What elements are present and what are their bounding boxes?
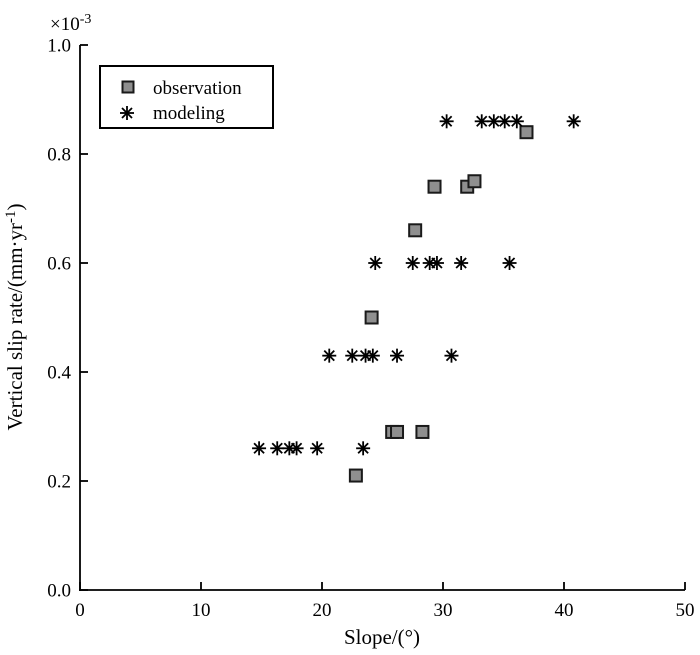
legend: observation modeling xyxy=(99,65,274,129)
legend-item-label: observation xyxy=(153,78,242,99)
ticks-layer: 0 10 20 30 40 50 0.0 0.2 0.4 0.6 0.8 1.0 xyxy=(47,36,694,622)
data-points-layer xyxy=(252,114,581,483)
data-point-modeling xyxy=(390,348,405,363)
legend-box xyxy=(99,65,274,129)
data-point-observation xyxy=(427,179,442,194)
data-point-modeling xyxy=(345,348,360,363)
legend-item-observation: observation xyxy=(121,78,242,99)
legend-item-label: modeling xyxy=(153,103,225,124)
data-point-modeling xyxy=(454,256,469,270)
asterisk-icon xyxy=(120,106,134,120)
data-point-modeling xyxy=(365,348,380,363)
data-point-modeling xyxy=(405,256,420,270)
square-marker-icon xyxy=(121,80,135,94)
data-point-modeling xyxy=(502,256,517,270)
x-tick-label: 20 xyxy=(313,600,332,621)
y-axis-label: Vertical slip rate/(mm·yr-1) xyxy=(3,203,27,430)
legend-item-modeling: modeling xyxy=(120,103,225,124)
x-tick-label: 40 xyxy=(555,600,574,621)
data-point-modeling xyxy=(356,441,371,456)
data-point-modeling xyxy=(439,114,454,129)
data-point-modeling xyxy=(444,348,459,363)
data-point-observation xyxy=(348,468,363,483)
y-tick-label: 0.2 xyxy=(47,472,71,493)
data-point-observation xyxy=(415,424,430,439)
data-point-modeling xyxy=(289,441,304,456)
data-point-observation xyxy=(408,223,423,238)
data-point-modeling xyxy=(509,114,524,129)
data-point-observation xyxy=(519,125,534,140)
x-tick-label: 30 xyxy=(434,600,453,621)
asterisk-marker-icon xyxy=(120,106,134,120)
x-tick-label: 0 xyxy=(75,600,85,621)
y-tick-label: 1.0 xyxy=(47,36,71,57)
data-point-modeling xyxy=(270,441,285,456)
data-point-modeling xyxy=(310,441,325,456)
data-point-observation xyxy=(364,310,379,325)
x-tick-label: 10 xyxy=(192,600,211,621)
data-point-modeling xyxy=(322,348,337,363)
data-point-observation xyxy=(467,174,482,189)
y-tick-label: 0.0 xyxy=(47,581,71,602)
data-point-modeling xyxy=(566,114,581,129)
y-tick-label: 0.6 xyxy=(47,254,71,275)
data-point-modeling xyxy=(429,256,444,270)
x-tick-label: 50 xyxy=(676,600,695,621)
data-point-modeling xyxy=(474,114,489,129)
data-point-modeling xyxy=(252,441,267,456)
data-point-modeling xyxy=(497,114,512,129)
x-axis-label: Slope/(°) xyxy=(344,625,420,649)
y-tick-label: 0.8 xyxy=(47,145,71,166)
data-point-modeling xyxy=(368,256,383,270)
y-tick-label: 0.4 xyxy=(47,363,71,384)
data-point-observation xyxy=(390,424,405,439)
y-axis-multiplier: ×10-3 xyxy=(50,12,91,35)
